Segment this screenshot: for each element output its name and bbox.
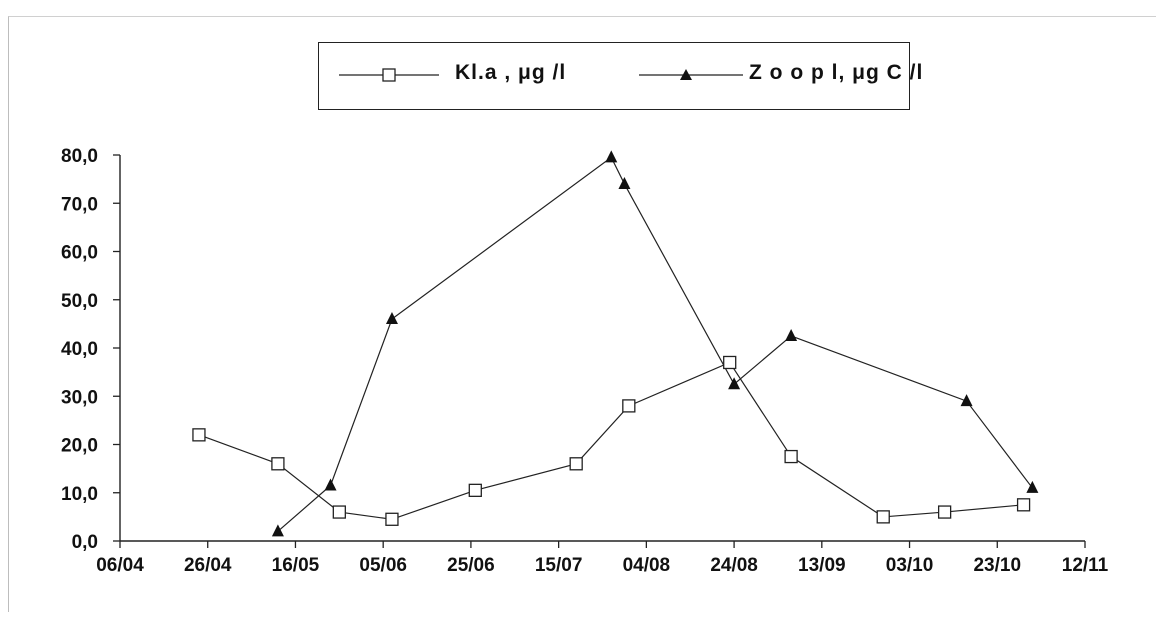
data-point-zoopl [271, 524, 284, 537]
y-axis-ticks: 0,0 10,0 20,0 30,0 40,0 50,0 60,0 70,0 80,0 [61, 146, 120, 553]
y-tick-label: 70,0 [61, 194, 98, 215]
legend-square-marker-icon [339, 68, 439, 82]
y-tick-label: 30,0 [61, 387, 98, 408]
x-tick-label: 13/09 [798, 555, 846, 576]
series-line-zoopl [277, 156, 1033, 532]
data-point-zoopl [385, 312, 398, 325]
data-point-kla [937, 505, 952, 519]
axes [119, 155, 1085, 542]
data-point-zoopl [728, 377, 741, 390]
legend-item-zoopl: Z o o p l, μg C /l [639, 43, 922, 109]
x-tick-label: 04/08 [623, 555, 671, 576]
data-point-zoopl [605, 150, 618, 163]
data-point-zoopl [324, 478, 337, 491]
data-point-kla [622, 399, 636, 413]
x-tick-label: 23/10 [973, 555, 1021, 576]
legend: Kl.a , μg /l Z o o p l, μg C /l [318, 42, 922, 110]
x-tick-label: 06/04 [96, 555, 144, 576]
data-point-zoopl [1026, 480, 1039, 493]
data-point-kla [569, 457, 583, 471]
data-point-kla [192, 428, 206, 442]
x-tick-label: 16/05 [272, 555, 320, 576]
series-markers [192, 150, 1039, 537]
legend-item-kla: Kl.a , μg /l [339, 43, 599, 109]
y-tick-label: 50,0 [61, 291, 98, 312]
data-point-kla [332, 505, 346, 519]
x-tick-label: 05/06 [359, 555, 407, 576]
x-tick-label: 25/06 [447, 555, 495, 576]
x-tick-label: 12/11 [1062, 555, 1109, 576]
y-tick-label: 0,0 [72, 532, 98, 553]
chart-frame [8, 16, 1156, 612]
data-point-kla [1016, 498, 1031, 512]
data-point-zoopl [618, 176, 631, 189]
y-tick-label: 60,0 [61, 243, 98, 264]
data-point-kla [784, 449, 798, 464]
series-line-kla [198, 361, 1024, 520]
x-tick-label: 26/04 [184, 555, 232, 576]
y-tick-label: 40,0 [61, 339, 98, 360]
data-point-kla [468, 483, 482, 497]
x-tick-label: 03/10 [886, 555, 934, 576]
y-tick-label: 80,0 [61, 146, 98, 167]
data-point-zoopl [960, 394, 973, 407]
x-tick-label: 24/08 [710, 555, 758, 576]
series-lines [198, 156, 1033, 532]
data-point-kla [876, 510, 890, 524]
x-tick-label: 15/07 [535, 555, 583, 576]
legend-label-kla: Kl.a , μg /l [455, 61, 567, 84]
y-tick-label: 20,0 [61, 436, 98, 457]
data-point-zoopl [785, 328, 798, 341]
legend-label-zoopl: Z o o p l, μg C /l [749, 61, 924, 84]
data-point-kla [271, 457, 285, 471]
legend-triangle-marker-icon [639, 69, 743, 80]
x-axis-ticks: 06/04 26/04 16/05 05/06 25/06 15/07 04/08 24/08… [96, 541, 1109, 576]
y-tick-label: 10,0 [61, 484, 98, 505]
data-point-kla [723, 355, 737, 370]
data-point-kla [385, 512, 399, 526]
